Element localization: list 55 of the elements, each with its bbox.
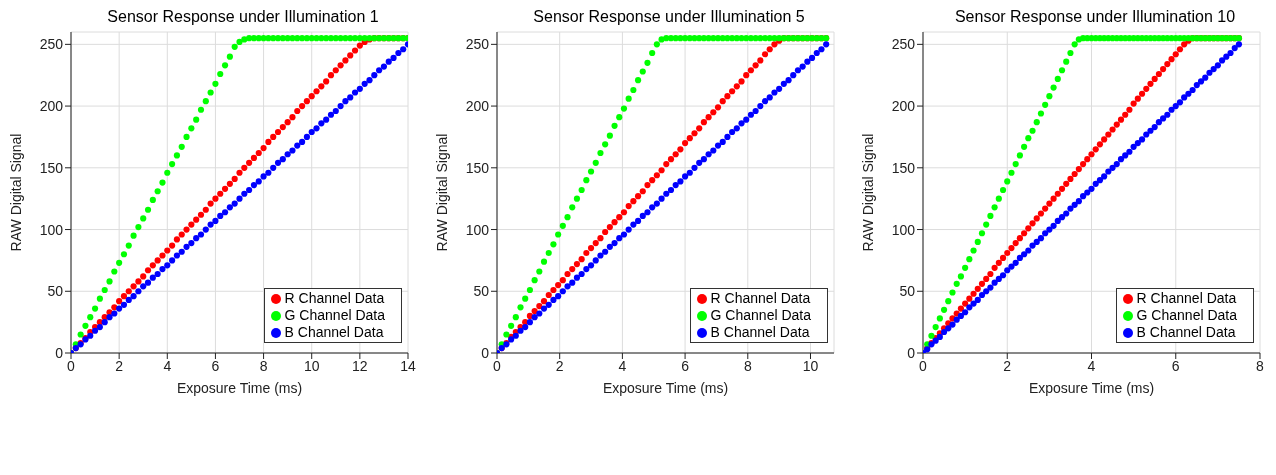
- y-tick-label: 200: [39, 98, 64, 115]
- x-tick-label: 8: [743, 357, 752, 374]
- y-tick-label: 0: [907, 344, 916, 361]
- y-tick-label: 50: [473, 283, 490, 300]
- y-tick-label: 0: [55, 344, 64, 361]
- legend-label: B Channel Data: [1136, 324, 1236, 340]
- y-tick-label: 250: [465, 36, 490, 53]
- y-axis-title: RAW Digital Signal: [7, 133, 24, 252]
- chart-title: Sensor Response under Illumination 10: [953, 8, 1237, 26]
- x-tick-label: 2: [115, 357, 124, 374]
- y-axis-title: RAW Digital Signal: [433, 133, 450, 252]
- y-tick-label: 50: [899, 283, 916, 300]
- x-tick-label: 2: [555, 357, 564, 374]
- y-tick-label: 150: [465, 159, 490, 176]
- y-axis-title: RAW Digital Signal: [859, 133, 876, 252]
- x-axis-title: Exposure Time (ms): [602, 380, 729, 396]
- legend-label: G Channel Data: [284, 307, 385, 323]
- x-tick-label: 2: [1003, 357, 1012, 374]
- legend-label: R Channel Data: [710, 290, 811, 306]
- x-tick-label: 0: [493, 357, 502, 374]
- x-tick-label: 6: [681, 357, 690, 374]
- y-tick-label: 150: [891, 159, 916, 176]
- x-axis-title: Exposure Time (ms): [1028, 380, 1155, 396]
- x-tick-label: 0: [67, 357, 76, 374]
- chart-title: Sensor Response under Illumination 1: [106, 8, 380, 26]
- y-tick-label: 100: [465, 221, 490, 238]
- x-axis-title: Exposure Time (ms): [176, 380, 303, 396]
- legend-label: G Channel Data: [1136, 307, 1237, 323]
- x-tick-label: 6: [211, 357, 220, 374]
- x-tick-label: 10: [303, 357, 320, 374]
- legend-label: R Channel Data: [284, 290, 385, 306]
- x-tick-label: 8: [259, 357, 268, 374]
- y-tick-label: 100: [891, 221, 916, 238]
- legend-label: B Channel Data: [284, 324, 384, 340]
- y-tick-label: 100: [39, 221, 64, 238]
- y-tick-label: 0: [481, 344, 490, 361]
- y-tick-label: 150: [39, 159, 64, 176]
- x-tick-label: 4: [1087, 357, 1096, 374]
- x-tick-label: 8: [1256, 357, 1265, 374]
- y-tick-label: 50: [47, 283, 64, 300]
- legend-label: G Channel Data: [710, 307, 811, 323]
- x-tick-label: 0: [919, 357, 928, 374]
- chart-title: Sensor Response under Illumination 5: [532, 8, 806, 26]
- x-tick-label: 4: [618, 357, 627, 374]
- y-tick-label: 200: [891, 98, 916, 115]
- x-tick-label: 10: [802, 357, 819, 374]
- x-tick-label: 12: [352, 357, 368, 374]
- legend-label: B Channel Data: [710, 324, 810, 340]
- y-tick-label: 200: [465, 98, 490, 115]
- x-tick-label: 4: [163, 357, 172, 374]
- y-tick-label: 250: [891, 36, 916, 53]
- x-tick-label: 14: [400, 357, 416, 374]
- legend-label: R Channel Data: [1136, 290, 1237, 306]
- y-tick-label: 250: [39, 36, 64, 53]
- x-tick-label: 6: [1171, 357, 1180, 374]
